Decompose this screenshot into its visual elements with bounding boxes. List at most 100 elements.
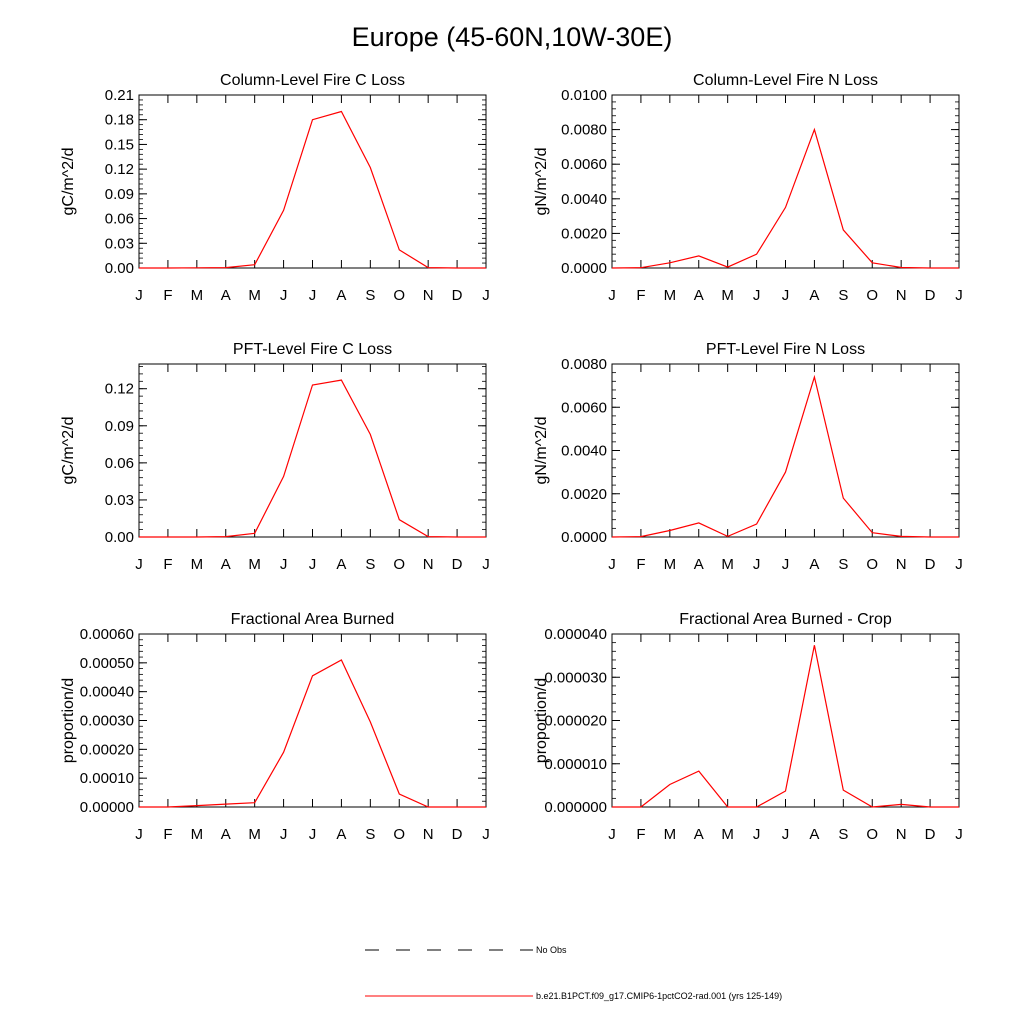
x-tick-label: F (636, 556, 645, 573)
y-tick-label: 0.000020 (544, 713, 607, 730)
x-tick-label: S (365, 287, 375, 304)
series-line-1 (139, 110, 486, 269)
x-tick-label: N (423, 826, 434, 843)
y-tick-label: 0.06 (105, 211, 134, 228)
x-tick-label: M (664, 826, 677, 843)
x-tick-label: M (664, 287, 677, 304)
x-tick-label: J (280, 556, 288, 573)
x-tick-label: J (608, 826, 616, 843)
x-tick-label: O (393, 826, 405, 843)
x-tick-label: D (925, 287, 936, 304)
x-tick-label: F (636, 287, 645, 304)
y-axis-label: gC/m^2/d (60, 148, 77, 216)
x-tick-label: O (866, 556, 878, 573)
y-tick-label: 0.21 (105, 87, 134, 104)
x-tick-label: J (280, 826, 288, 843)
y-axis-label: gC/m^2/d (60, 417, 77, 485)
y-tick-label: 0.00 (105, 260, 134, 277)
y-tick-label: 0.18 (105, 112, 134, 129)
x-tick-label: S (365, 826, 375, 843)
x-tick-label: D (925, 826, 936, 843)
y-axis-label: proportion/d (533, 678, 550, 763)
series-line-1 (611, 127, 959, 269)
x-tick-label: J (482, 287, 490, 304)
y-tick-label: 0.12 (105, 381, 134, 398)
y-axis: 0.000000 0.000010 0.000020 0.000030 0.000040 (544, 626, 959, 816)
series-line-1 (139, 379, 486, 538)
chart-panel-3: PFT-Level Fire C Loss 0.00 0.03 0.06 0.09 0.1… (60, 341, 490, 573)
y-tick-label: 0.0100 (561, 87, 607, 104)
x-tick-label: J (309, 556, 317, 573)
x-tick-label: A (694, 556, 704, 573)
y-axis-label: gN/m^2/d (533, 417, 550, 485)
plot-frame (138, 633, 487, 808)
y-axis-label: gN/m^2/d (533, 148, 550, 216)
legend: No Obs b.e21.B1PCT.f09_g17.CMIP6-1pctCO2-… (365, 945, 782, 1001)
y-tick-label: 0.00030 (80, 713, 134, 730)
plot-frame (611, 363, 960, 538)
chart-title: Column-Level Fire C Loss (220, 72, 405, 89)
x-tick-label: J (608, 556, 616, 573)
x-tick-label: J (309, 826, 317, 843)
chart-panel-2: Column-Level Fire N Loss 0.0000 0.0020 0.00… (533, 72, 963, 304)
x-tick-label: J (135, 826, 143, 843)
y-tick-label: 0.12 (105, 161, 134, 178)
x-tick-label: J (482, 556, 490, 573)
x-tick-label: J (782, 826, 790, 843)
x-tick-label: M (721, 826, 734, 843)
y-tick-label: 0.15 (105, 136, 134, 153)
y-tick-label: 0.00040 (80, 684, 134, 701)
x-tick-label: J (280, 287, 288, 304)
x-tick-label: D (452, 826, 463, 843)
x-tick-label: J (753, 287, 761, 304)
x-tick-label: J (135, 287, 143, 304)
y-tick-label: 0.00060 (80, 626, 134, 643)
y-axis: 0.00 0.03 0.06 0.09 0.12 0.15 0.18 0.21 (105, 87, 486, 277)
x-tick-label: M (191, 826, 204, 843)
x-tick-label: S (838, 556, 848, 573)
x-tick-label: N (896, 287, 907, 304)
y-tick-label: 0.0060 (561, 156, 607, 173)
x-tick-label: S (838, 287, 848, 304)
x-tick-label: M (191, 287, 204, 304)
series-line-1 (612, 645, 959, 808)
plot-frame (611, 633, 960, 808)
y-tick-label: 0.0040 (561, 443, 607, 460)
x-tick-label: A (809, 826, 819, 843)
y-axis: 0.00 0.03 0.06 0.09 0.12 (105, 366, 486, 546)
y-axis-label: proportion/d (60, 678, 77, 763)
y-tick-label: 0.00000 (80, 799, 134, 816)
legend-label-1: No Obs (536, 945, 567, 955)
y-tick-label: 0.0020 (561, 486, 607, 503)
x-tick-label: M (721, 556, 734, 573)
x-tick-label: M (248, 826, 261, 843)
x-tick-label: J (608, 287, 616, 304)
x-tick-label: S (838, 826, 848, 843)
x-tick-label: J (482, 826, 490, 843)
x-tick-label: J (135, 556, 143, 573)
y-tick-label: 0.0060 (561, 399, 607, 416)
x-tick-label: J (955, 287, 963, 304)
x-tick-label: N (423, 556, 434, 573)
x-tick-label: D (452, 556, 463, 573)
y-tick-label: 0.0040 (561, 191, 607, 208)
chart-panel-1: Column-Level Fire C Loss 0.00 0.03 0.06 0.09… (60, 72, 490, 304)
chart-panel-4: PFT-Level Fire N Loss0.00000.00200.00400… (533, 341, 963, 573)
x-tick-label: O (393, 556, 405, 573)
plot-frame (611, 94, 960, 269)
y-tick-label: 0.0080 (561, 356, 607, 373)
x-tick-label: M (248, 287, 261, 304)
y-axis: 0.0000 0.0020 0.0040 0.0060 0.0080 (561, 356, 959, 546)
figure-title: Europe (45-60N,10W-30E) (351, 22, 673, 52)
x-tick-label: O (866, 826, 878, 843)
x-tick-label: J (955, 556, 963, 573)
x-tick-label: A (336, 556, 346, 573)
series-line-1 (139, 659, 486, 808)
x-tick-label: N (423, 287, 434, 304)
y-tick-label: 0.09 (105, 186, 134, 203)
